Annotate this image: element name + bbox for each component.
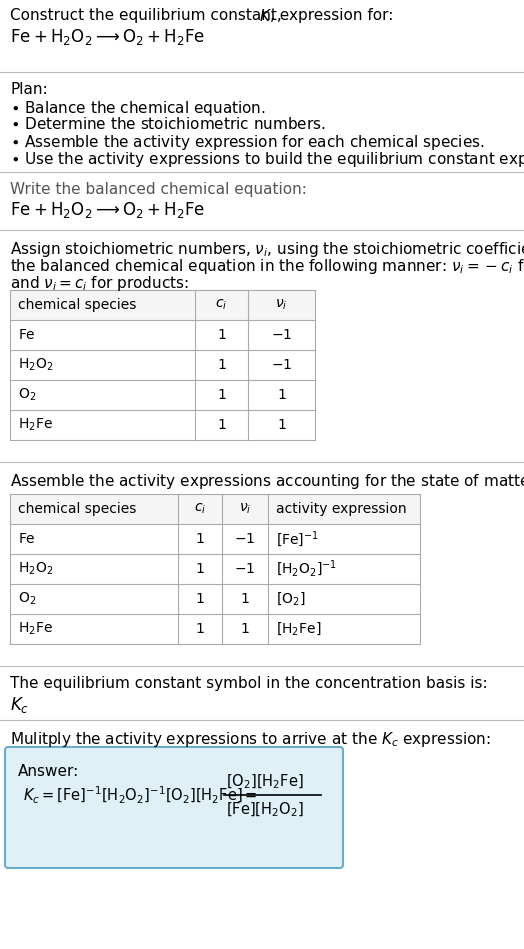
Text: Mulitply the activity expressions to arrive at the $K_c$ expression:: Mulitply the activity expressions to arr… <box>10 730 490 749</box>
Text: $1$: $1$ <box>240 622 250 636</box>
Text: $[\mathrm{H_2O_2}]^{-1}$: $[\mathrm{H_2O_2}]^{-1}$ <box>276 559 337 579</box>
Text: $\mathrm{Fe + H_2O_2 \longrightarrow O_2 + H_2Fe}$: $\mathrm{Fe + H_2O_2 \longrightarrow O_2… <box>10 200 205 220</box>
Text: $-1$: $-1$ <box>234 532 256 546</box>
FancyBboxPatch shape <box>5 747 343 868</box>
Text: $\mathrm{H_2Fe}$: $\mathrm{H_2Fe}$ <box>18 417 53 433</box>
Text: $\bullet$ Balance the chemical equation.: $\bullet$ Balance the chemical equation. <box>10 99 266 118</box>
Text: $\mathrm{Fe}$: $\mathrm{Fe}$ <box>18 532 36 546</box>
Text: 1: 1 <box>217 388 226 402</box>
Text: $\mathrm{H_2O_2}$: $\mathrm{H_2O_2}$ <box>18 357 53 373</box>
Text: $\mathrm{H_2O_2}$: $\mathrm{H_2O_2}$ <box>18 561 53 577</box>
Text: Answer:: Answer: <box>18 764 79 779</box>
Text: Construct the equilibrium constant,: Construct the equilibrium constant, <box>10 8 287 23</box>
Text: $1$: $1$ <box>277 388 286 402</box>
Text: chemical species: chemical species <box>18 298 136 312</box>
Text: $[\mathrm{O_2}][\mathrm{H_2Fe}]$: $[\mathrm{O_2}][\mathrm{H_2Fe}]$ <box>226 772 304 791</box>
Text: $\mathrm{H_2Fe}$: $\mathrm{H_2Fe}$ <box>18 621 53 637</box>
Text: $\bullet$ Assemble the activity expression for each chemical species.: $\bullet$ Assemble the activity expressi… <box>10 133 485 152</box>
Bar <box>10 290 315 320</box>
Text: $[\mathrm{Fe}]^{-1}$: $[\mathrm{Fe}]^{-1}$ <box>276 529 319 549</box>
Text: 1: 1 <box>217 328 226 342</box>
Text: $[\mathrm{Fe}][\mathrm{H_2O_2}]$: $[\mathrm{Fe}][\mathrm{H_2O_2}]$ <box>226 801 304 819</box>
Text: $[\mathrm{H_2Fe}]$: $[\mathrm{H_2Fe}]$ <box>276 621 321 638</box>
Text: Assign stoichiometric numbers, $\nu_i$, using the stoichiometric coefficients, $: Assign stoichiometric numbers, $\nu_i$, … <box>10 240 524 259</box>
Text: 1: 1 <box>195 532 204 546</box>
Text: $\mathrm{O_2}$: $\mathrm{O_2}$ <box>18 591 36 607</box>
Text: Assemble the activity expressions accounting for the state of matter and $\nu_i$: Assemble the activity expressions accoun… <box>10 472 524 491</box>
Text: 1: 1 <box>217 358 226 372</box>
Text: $c_i$: $c_i$ <box>215 298 227 312</box>
Text: $-1$: $-1$ <box>234 562 256 576</box>
Text: $\nu_i$: $\nu_i$ <box>239 502 251 516</box>
Text: Plan:: Plan: <box>10 82 48 97</box>
Text: $1$: $1$ <box>240 592 250 606</box>
Bar <box>10 494 420 524</box>
Text: $\bullet$ Determine the stoichiometric numbers.: $\bullet$ Determine the stoichiometric n… <box>10 116 326 132</box>
Text: chemical species: chemical species <box>18 502 136 516</box>
Text: activity expression: activity expression <box>276 502 407 516</box>
Text: $-1$: $-1$ <box>271 358 292 372</box>
Text: and $\nu_i = c_i$ for products:: and $\nu_i = c_i$ for products: <box>10 274 189 293</box>
Text: $\nu_i$: $\nu_i$ <box>275 298 288 312</box>
Text: 1: 1 <box>217 418 226 432</box>
Text: 1: 1 <box>195 562 204 576</box>
Text: $[\mathrm{O_2}]$: $[\mathrm{O_2}]$ <box>276 590 305 607</box>
Text: $\mathrm{Fe + H_2O_2 \longrightarrow O_2 + H_2Fe}$: $\mathrm{Fe + H_2O_2 \longrightarrow O_2… <box>10 27 205 47</box>
Text: The equilibrium constant symbol in the concentration basis is:: The equilibrium constant symbol in the c… <box>10 676 488 691</box>
Text: $\mathrm{Fe}$: $\mathrm{Fe}$ <box>18 328 36 342</box>
Text: $1$: $1$ <box>277 418 286 432</box>
Text: $\bullet$ Use the activity expressions to build the equilibrium constant express: $\bullet$ Use the activity expressions t… <box>10 150 524 169</box>
Text: 1: 1 <box>195 622 204 636</box>
Text: $K_c = [\mathrm{Fe}]^{-1}[\mathrm{H_2O_2}]^{-1}[\mathrm{O_2}][\mathrm{H_2Fe}] = : $K_c = [\mathrm{Fe}]^{-1}[\mathrm{H_2O_2… <box>23 785 257 806</box>
Text: $-1$: $-1$ <box>271 328 292 342</box>
Text: , expression for:: , expression for: <box>270 8 394 23</box>
Text: 1: 1 <box>195 592 204 606</box>
Text: $c_i$: $c_i$ <box>194 502 206 516</box>
Text: $\mathrm{O_2}$: $\mathrm{O_2}$ <box>18 387 36 403</box>
Text: $K$: $K$ <box>259 8 272 24</box>
Text: Write the balanced chemical equation:: Write the balanced chemical equation: <box>10 182 307 197</box>
Text: the balanced chemical equation in the following manner: $\nu_i = -c_i$ for react: the balanced chemical equation in the fo… <box>10 257 524 276</box>
Text: $K_c$: $K_c$ <box>10 695 29 715</box>
